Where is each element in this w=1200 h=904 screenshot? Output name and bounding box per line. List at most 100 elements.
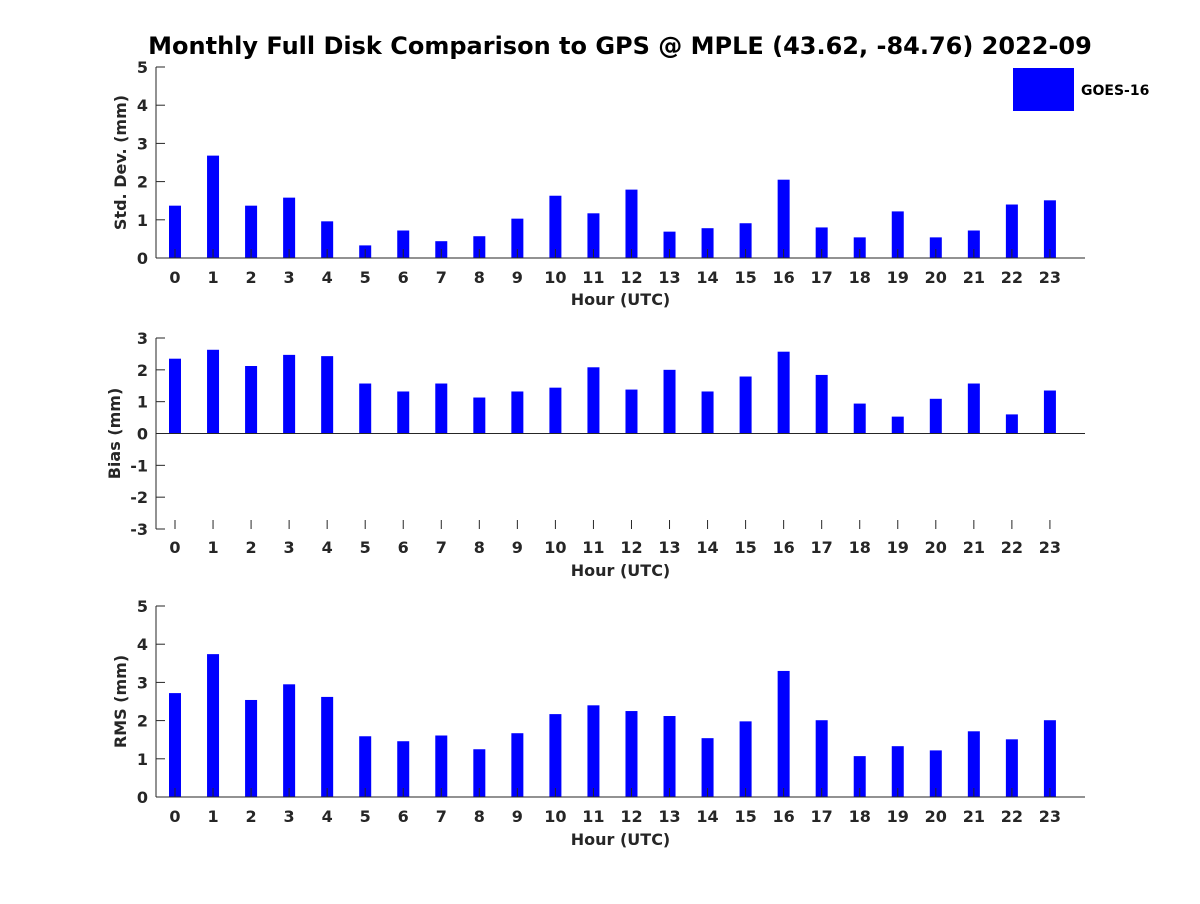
x-tick-label-panel3: 11 [582, 807, 604, 826]
bar-panel2-hour-23 [1043, 390, 1056, 434]
y-tick-label-panel1: 0 [137, 249, 148, 268]
bar-panel3-hour-16 [777, 670, 790, 797]
bar-panel1-hour-14 [701, 228, 714, 258]
bar-panel3-hour-0 [169, 693, 181, 797]
bar-panel2-hour-0 [169, 358, 181, 434]
bar-panel2-hour-9 [511, 391, 524, 434]
bar-panel2-hour-13 [663, 369, 676, 434]
bar-panel2-hour-8 [473, 397, 486, 434]
x-tick-label-panel3: 22 [1001, 807, 1023, 826]
y-axis-title-panel3: RMS (mm) [111, 655, 130, 748]
x-tick-label-panel3: 7 [436, 807, 447, 826]
y-tick-label-panel1: 4 [137, 96, 148, 115]
y-tick-label-panel2: 0 [137, 425, 148, 444]
bar-panel2-hour-6 [397, 391, 410, 434]
x-axis-title-panel3: Hour (UTC) [571, 830, 671, 849]
bar-panel2-hour-17 [815, 374, 828, 434]
bar-panel3-hour-5 [359, 736, 372, 797]
bar-panel1-hour-13 [663, 231, 676, 258]
bar-panel1-hour-12 [625, 189, 638, 258]
legend-label: GOES-16 [1081, 83, 1149, 99]
x-tick-label-panel2: 7 [436, 538, 447, 557]
bar-panel3-hour-2 [245, 699, 258, 797]
x-tick-label-panel1: 6 [398, 268, 409, 287]
bar-panel2-hour-5 [359, 383, 372, 434]
bar-panel3-hour-10 [549, 714, 562, 797]
x-tick-label-panel1: 0 [169, 268, 180, 287]
bar-panel3-hour-23 [1043, 720, 1056, 797]
y-tick-label-panel2: -1 [130, 456, 148, 475]
bar-panel1-hour-6 [397, 230, 410, 258]
bar-panel1-hour-2 [245, 205, 258, 258]
x-tick-label-panel1: 21 [963, 268, 985, 287]
legend-swatch-goes-16 [1013, 68, 1074, 111]
bar-panel1-hour-22 [1005, 204, 1018, 258]
x-tick-label-panel1: 22 [1001, 268, 1023, 287]
x-tick-label-panel1: 3 [284, 268, 295, 287]
x-tick-label-panel1: 12 [620, 268, 642, 287]
bar-panel2-hour-4 [321, 356, 334, 434]
y-tick-label-panel1: 3 [137, 134, 148, 153]
bar-panel1-hour-19 [891, 211, 904, 258]
bar-panel2-hour-15 [739, 376, 752, 434]
bar-panel1-hour-1 [207, 155, 220, 258]
legend: GOES-16 [1013, 68, 1149, 111]
x-tick-label-panel2: 12 [620, 538, 642, 557]
x-tick-label-panel2: 23 [1039, 538, 1061, 557]
bar-panel3-hour-19 [891, 746, 904, 797]
bar-panel3-hour-17 [815, 720, 828, 797]
bar-panel1-hour-4 [321, 221, 334, 258]
x-tick-label-panel2: 14 [696, 538, 718, 557]
bar-panel1-hour-0 [169, 205, 181, 258]
x-tick-label-panel2: 17 [811, 538, 833, 557]
x-tick-label-panel1: 17 [811, 268, 833, 287]
bar-panel3-hour-3 [283, 684, 296, 797]
x-tick-label-panel2: 13 [658, 538, 680, 557]
x-tick-label-panel3: 1 [207, 807, 218, 826]
bar-panel1-hour-16 [777, 179, 790, 258]
bar-panel1-hour-20 [929, 237, 942, 258]
x-tick-label-panel2: 16 [773, 538, 795, 557]
bar-panel3-hour-4 [321, 696, 334, 797]
x-tick-label-panel1: 11 [582, 268, 604, 287]
y-tick-label-panel3: 0 [137, 788, 148, 807]
bar-panel1-hour-9 [511, 218, 524, 258]
x-tick-label-panel1: 10 [544, 268, 566, 287]
y-tick-label-panel3: 1 [137, 750, 148, 769]
x-tick-label-panel3: 4 [322, 807, 333, 826]
x-tick-label-panel3: 23 [1039, 807, 1061, 826]
bar-panel2-hour-21 [967, 383, 980, 434]
y-tick-label-panel2: 2 [137, 361, 148, 380]
bar-panel3-hour-11 [587, 705, 600, 797]
x-tick-label-panel1: 23 [1039, 268, 1061, 287]
x-tick-label-panel3: 14 [696, 807, 718, 826]
y-tick-label-panel2: 1 [137, 393, 148, 412]
x-tick-label-panel2: 15 [734, 538, 756, 557]
bar-panel3-hour-1 [207, 654, 220, 797]
y-tick-label-panel1: 2 [137, 173, 148, 192]
bar-panel2-hour-11 [587, 367, 600, 434]
x-tick-label-panel2: 6 [398, 538, 409, 557]
bar-panel3-hour-18 [853, 756, 866, 797]
bar-panel2-hour-20 [929, 398, 942, 434]
y-tick-label-panel2: -3 [130, 520, 148, 539]
bar-panel1-hour-10 [549, 195, 562, 258]
bar-panel3-hour-8 [473, 749, 486, 797]
x-tick-label-panel1: 14 [696, 268, 718, 287]
bar-panel3-hour-15 [739, 721, 752, 797]
x-tick-label-panel2: 2 [246, 538, 257, 557]
x-tick-label-panel2: 21 [963, 538, 985, 557]
x-tick-label-panel3: 10 [544, 807, 566, 826]
chart-title: Monthly Full Disk Comparison to GPS @ MP… [148, 32, 1092, 60]
bar-panel3-hour-14 [701, 738, 714, 797]
x-tick-label-panel3: 9 [512, 807, 523, 826]
bar-panel1-hour-21 [967, 230, 980, 258]
x-tick-label-panel2: 22 [1001, 538, 1023, 557]
y-tick-label-panel3: 4 [137, 635, 148, 654]
bar-panel1-hour-18 [853, 237, 866, 258]
bar-panel1-hour-8 [473, 236, 486, 258]
x-tick-label-panel1: 19 [887, 268, 909, 287]
x-tick-label-panel1: 15 [734, 268, 756, 287]
x-tick-label-panel1: 4 [322, 268, 333, 287]
